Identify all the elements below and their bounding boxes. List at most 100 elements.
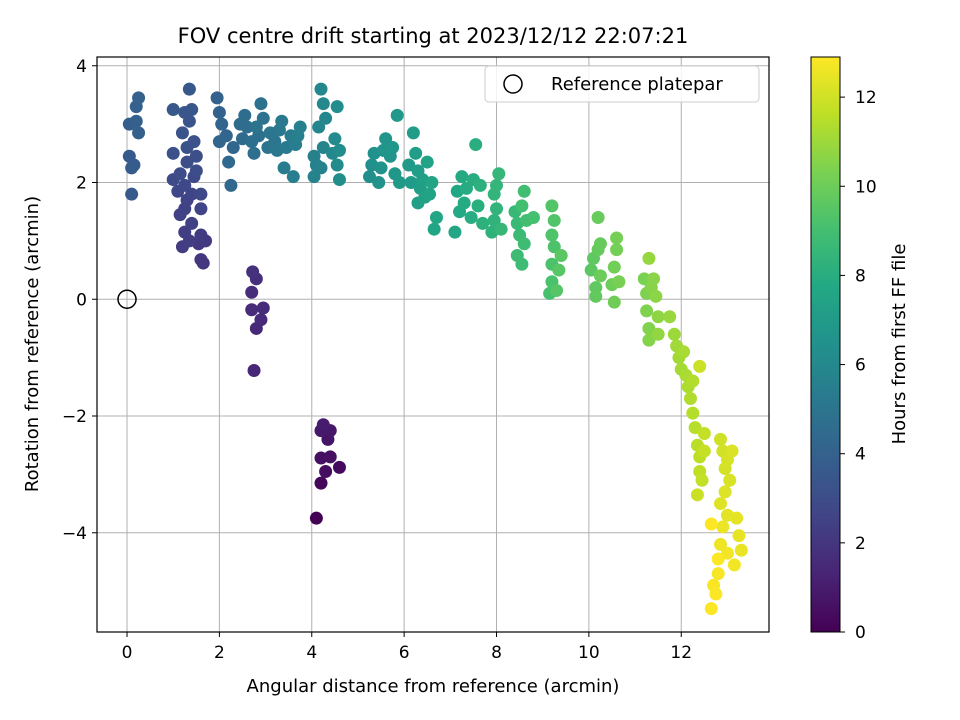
data-point <box>683 391 697 405</box>
data-point <box>589 289 603 303</box>
data-point <box>642 333 656 347</box>
data-point <box>469 138 483 152</box>
data-point <box>709 587 723 601</box>
data-point <box>275 114 289 128</box>
data-point <box>637 272 651 286</box>
x-tick-label: 2 <box>214 643 225 663</box>
data-point <box>166 146 180 160</box>
data-point <box>591 211 605 225</box>
data-point <box>286 170 300 184</box>
chart-title: FOV centre drift starting at 2023/12/12 … <box>178 24 689 48</box>
data-point <box>224 178 238 192</box>
data-point <box>319 111 333 125</box>
data-point <box>293 120 307 134</box>
data-point <box>212 105 226 119</box>
data-point <box>314 476 328 490</box>
colorbar-tick-label: 6 <box>855 356 866 376</box>
data-point <box>316 97 330 111</box>
data-point <box>492 167 506 181</box>
data-point <box>690 488 704 502</box>
data-point <box>175 126 189 140</box>
data-point <box>476 216 490 230</box>
data-point <box>393 176 407 190</box>
data-point <box>330 100 344 114</box>
y-tick-label: −2 <box>62 407 87 427</box>
data-point <box>718 485 732 499</box>
data-point <box>245 303 259 317</box>
data-point <box>362 170 376 184</box>
data-point <box>547 240 561 254</box>
data-point <box>642 321 656 335</box>
data-point <box>420 155 434 169</box>
legend-entry-reference: Reference platepar <box>551 74 723 95</box>
colorbar-tick-label: 8 <box>855 266 866 286</box>
data-point <box>651 310 665 324</box>
data-point <box>256 111 270 125</box>
data-point <box>697 427 711 441</box>
data-point <box>330 158 344 172</box>
data-point <box>277 161 291 175</box>
data-point <box>448 225 462 239</box>
data-point <box>545 228 559 242</box>
x-tick-label: 4 <box>306 643 317 663</box>
data-point <box>695 473 709 487</box>
data-point <box>457 196 471 210</box>
data-point <box>185 103 199 117</box>
data-point <box>459 181 473 195</box>
colorbar-ticks: 0 2 4 6 8 10 12 <box>840 88 877 643</box>
data-point <box>312 120 326 134</box>
data-point <box>494 222 508 236</box>
data-point <box>427 222 441 236</box>
data-point <box>189 149 203 163</box>
data-point <box>554 248 568 262</box>
data-point <box>178 178 192 192</box>
data-point <box>187 135 201 149</box>
data-point <box>314 82 328 96</box>
data-point <box>182 82 196 96</box>
y-tick-label: −4 <box>62 524 87 544</box>
data-point <box>704 602 718 616</box>
data-point <box>642 251 656 265</box>
data-point <box>129 114 143 128</box>
data-point <box>663 310 677 324</box>
data-point <box>515 199 529 213</box>
data-point <box>210 91 224 105</box>
colorbar-tick-label: 12 <box>855 88 877 108</box>
data-point <box>725 444 739 458</box>
data-point <box>455 170 469 184</box>
data-point <box>677 345 691 359</box>
data-point <box>732 529 746 543</box>
data-point <box>125 187 139 201</box>
data-point <box>173 167 187 181</box>
data-point <box>550 284 564 298</box>
legend: Reference platepar <box>484 65 760 103</box>
x-tick-label: 0 <box>122 643 133 663</box>
data-point <box>194 202 208 216</box>
data-point <box>132 91 146 105</box>
colorbar-tick-label: 2 <box>855 534 866 554</box>
data-point <box>189 164 203 178</box>
data-point <box>584 263 598 277</box>
data-point <box>714 432 728 446</box>
data-point <box>545 199 559 213</box>
data-point <box>178 225 192 239</box>
colorbar-label: Hours from first FF file <box>889 244 910 445</box>
data-point <box>423 187 437 201</box>
data-point <box>517 237 531 251</box>
data-point <box>372 176 386 190</box>
data-point <box>552 263 566 277</box>
data-point <box>379 132 393 146</box>
data-point <box>323 450 337 464</box>
data-point <box>697 444 711 458</box>
y-axis-label: Rotation from reference (arcmin) <box>22 196 43 492</box>
y-axis-ticks: −4 −2 0 2 4 <box>62 57 97 544</box>
data-point <box>185 216 199 230</box>
data-point <box>593 237 607 251</box>
data-point <box>374 161 388 175</box>
data-point <box>314 161 328 175</box>
data-point <box>723 473 737 487</box>
data-point <box>409 146 423 160</box>
data-point <box>610 231 624 245</box>
data-point <box>612 275 626 289</box>
